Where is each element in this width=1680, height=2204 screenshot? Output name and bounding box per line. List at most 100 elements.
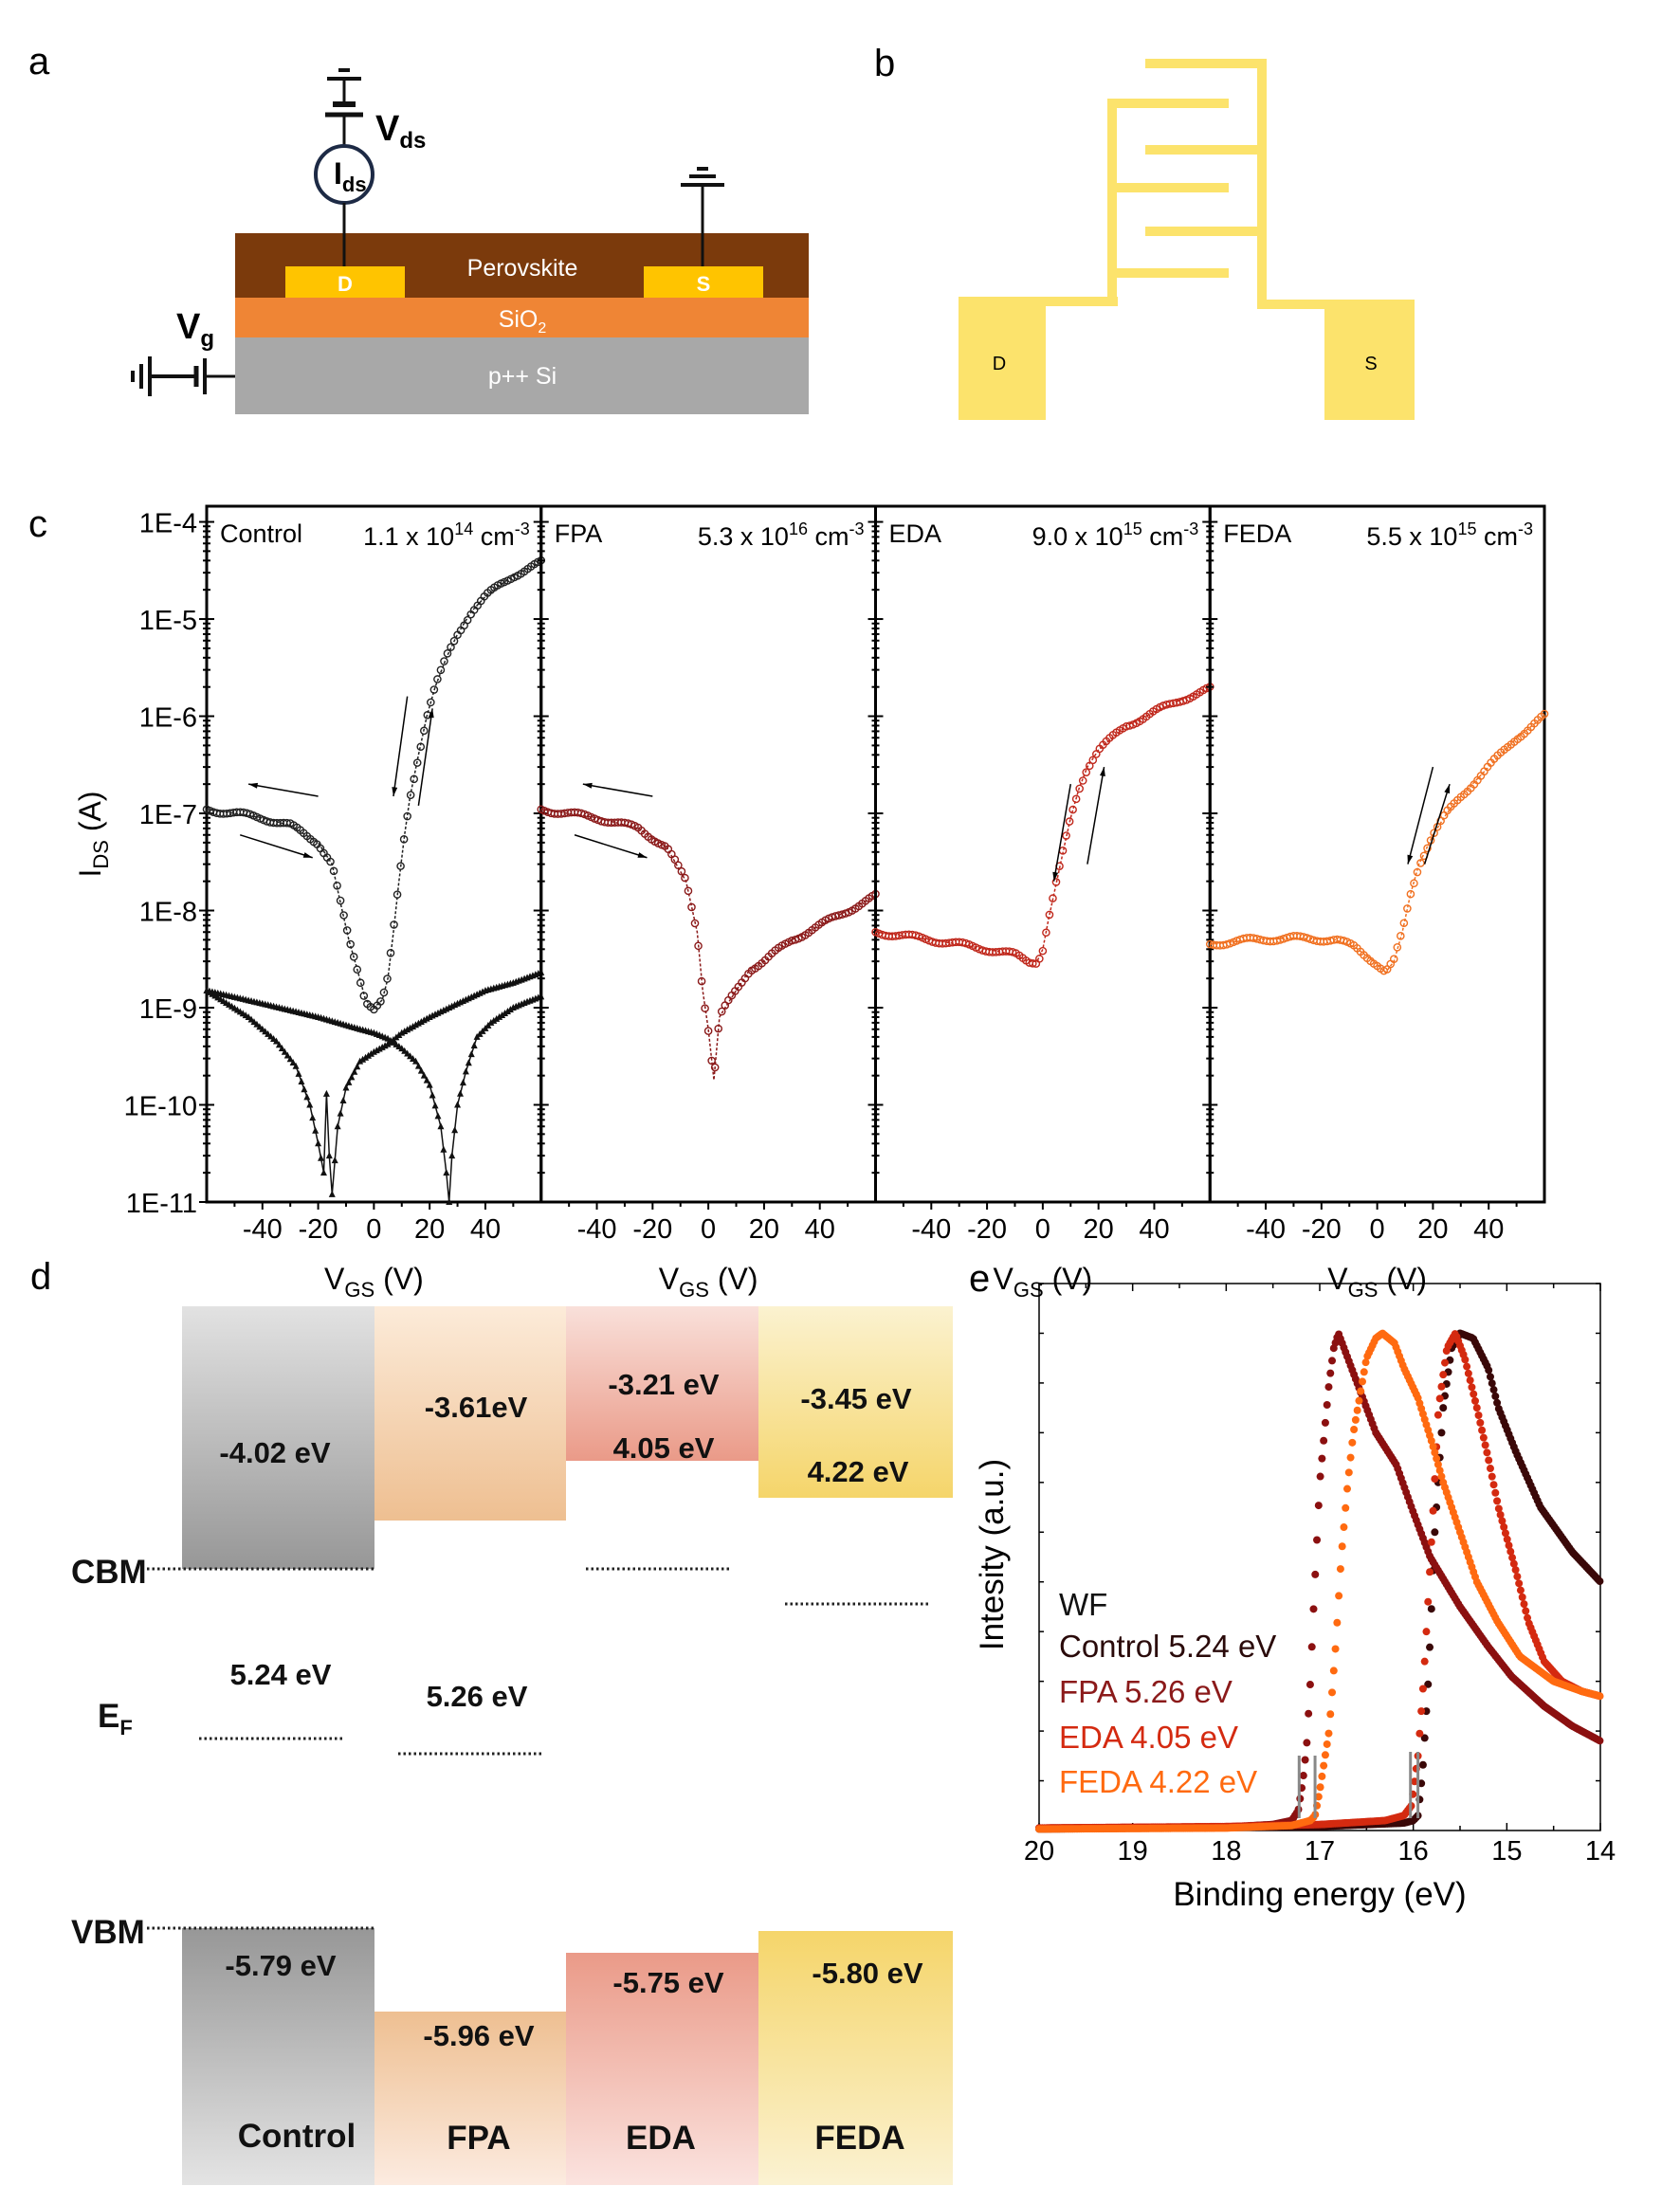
y-tick-label: 1E-9 bbox=[139, 994, 197, 1025]
x-tick-label: 20 bbox=[1084, 1214, 1114, 1245]
y-tick-label: 1E-10 bbox=[124, 1092, 197, 1122]
legend-entry: FPA 5.26 eV bbox=[1059, 1674, 1233, 1709]
data-point bbox=[1437, 1382, 1446, 1391]
control-vb-block bbox=[182, 1928, 374, 2185]
x-tick-label: -20 bbox=[1302, 1214, 1342, 1245]
data-point bbox=[331, 1157, 338, 1164]
sweep-arrow bbox=[582, 783, 653, 797]
series-line bbox=[875, 688, 1211, 962]
data-point bbox=[1410, 879, 1418, 888]
x-tick-label: 18 bbox=[1211, 1836, 1241, 1867]
data-point bbox=[342, 926, 352, 935]
data-point bbox=[1479, 1433, 1488, 1442]
source-label: S bbox=[697, 272, 711, 296]
data-point bbox=[440, 1145, 447, 1153]
data-point bbox=[1493, 1398, 1502, 1407]
data-point bbox=[359, 1055, 367, 1063]
ups-cutoff-chart: 20 19 18 17 16 15 14 Binding energy (eV) Intesit… bbox=[974, 1283, 1616, 1913]
subplot-title: Control bbox=[220, 519, 302, 548]
data-point bbox=[710, 1063, 720, 1072]
series-feda bbox=[1035, 1329, 1604, 1833]
data-point bbox=[393, 890, 402, 899]
data-point bbox=[295, 1069, 302, 1077]
data-point bbox=[286, 1055, 294, 1063]
si-label: p++ Si bbox=[488, 363, 557, 390]
data-point bbox=[427, 698, 435, 707]
data-point bbox=[275, 1041, 283, 1048]
data-point bbox=[1065, 817, 1074, 826]
subplot-fpa: -40 -20 0 20 40 VGS (V) FPA 5.3 x 1016 cm-3 bbox=[533, 504, 880, 1302]
data-point bbox=[322, 1089, 330, 1097]
data-point bbox=[1314, 1502, 1323, 1510]
data-point bbox=[1435, 1394, 1444, 1403]
data-point bbox=[1431, 1448, 1439, 1457]
x-axis-title: VGS (V) bbox=[324, 1262, 424, 1302]
data-point bbox=[1507, 1547, 1515, 1556]
control-ef-value: 5.24 eV bbox=[230, 1658, 332, 1691]
drain-pad bbox=[959, 297, 1046, 420]
data-point bbox=[1331, 1645, 1340, 1653]
x-axis-title: Binding energy (eV) bbox=[1173, 1876, 1466, 1913]
data-point bbox=[1511, 1566, 1520, 1575]
data-point bbox=[454, 1101, 462, 1108]
data-point bbox=[1437, 1472, 1446, 1481]
plot-frame bbox=[539, 504, 877, 1204]
interdigitated-electrode bbox=[959, 59, 1415, 420]
x-axis-title: VGS (V) bbox=[659, 1262, 758, 1302]
data-point bbox=[349, 953, 358, 961]
feda-vbm-value: -5.80 eV bbox=[812, 1957, 923, 1990]
arrow-head-icon bbox=[428, 708, 434, 719]
data-point bbox=[1318, 1454, 1326, 1463]
eda-name: EDA bbox=[626, 2120, 696, 2157]
fpa-cb-block bbox=[374, 1306, 566, 1521]
x-tick-label: 17 bbox=[1305, 1836, 1335, 1867]
data-point bbox=[499, 1011, 506, 1018]
data-point bbox=[351, 1067, 358, 1075]
y-tick-label: 1E-11 bbox=[126, 1189, 197, 1219]
y-tick-label: 1E-7 bbox=[139, 800, 197, 830]
data-point bbox=[410, 774, 419, 784]
data-point bbox=[420, 1071, 428, 1079]
data-point bbox=[493, 1014, 501, 1022]
data-point bbox=[681, 873, 689, 883]
data-point bbox=[1488, 1472, 1496, 1481]
device-cross-section: Perovskite SiO2 p++ Si D S bbox=[235, 233, 809, 414]
data-point bbox=[1433, 1454, 1441, 1463]
sweep-arrow bbox=[247, 783, 319, 797]
data-point bbox=[624, 819, 632, 828]
data-point bbox=[353, 965, 362, 974]
data-point bbox=[1424, 1597, 1433, 1606]
data-point bbox=[1518, 1593, 1526, 1601]
arrow-head-icon bbox=[392, 787, 398, 796]
arrow-head-icon bbox=[302, 852, 313, 858]
data-point bbox=[386, 948, 395, 957]
fpa-name: FPA bbox=[447, 2120, 510, 2157]
x-tick-label: 20 bbox=[1417, 1214, 1448, 1245]
y-tick-label: 1E-6 bbox=[139, 703, 197, 734]
legend-entry: FEDA 4.22 eV bbox=[1059, 1764, 1257, 1799]
x-tick-label: 0 bbox=[366, 1214, 381, 1245]
x-tick-label: -40 bbox=[1246, 1214, 1286, 1245]
data-point bbox=[1501, 1529, 1509, 1538]
data-point bbox=[467, 1050, 475, 1058]
data-point bbox=[334, 1122, 341, 1130]
data-point bbox=[419, 726, 429, 736]
data-point bbox=[1351, 1415, 1360, 1424]
data-point bbox=[1426, 1643, 1434, 1651]
series-line bbox=[1210, 715, 1545, 974]
data-point bbox=[1481, 1441, 1489, 1449]
data-point bbox=[502, 1009, 509, 1016]
data-point bbox=[367, 1049, 374, 1057]
feda-ef-value: 4.22 eV bbox=[808, 1455, 909, 1488]
data-point bbox=[309, 1114, 317, 1121]
data-point bbox=[1491, 1488, 1500, 1497]
x-axis-title: VGS (V) bbox=[1327, 1262, 1427, 1302]
data-series bbox=[1205, 709, 1549, 975]
data-point bbox=[390, 920, 398, 929]
data-point bbox=[1411, 1777, 1419, 1786]
carrier-concentration: 5.3 x 1016 cm-3 bbox=[698, 519, 865, 551]
data-point bbox=[306, 1101, 314, 1108]
data-point bbox=[1323, 1400, 1331, 1409]
legend-entry: Control 5.24 eV bbox=[1059, 1629, 1276, 1664]
sweep-arrow bbox=[1407, 766, 1434, 865]
